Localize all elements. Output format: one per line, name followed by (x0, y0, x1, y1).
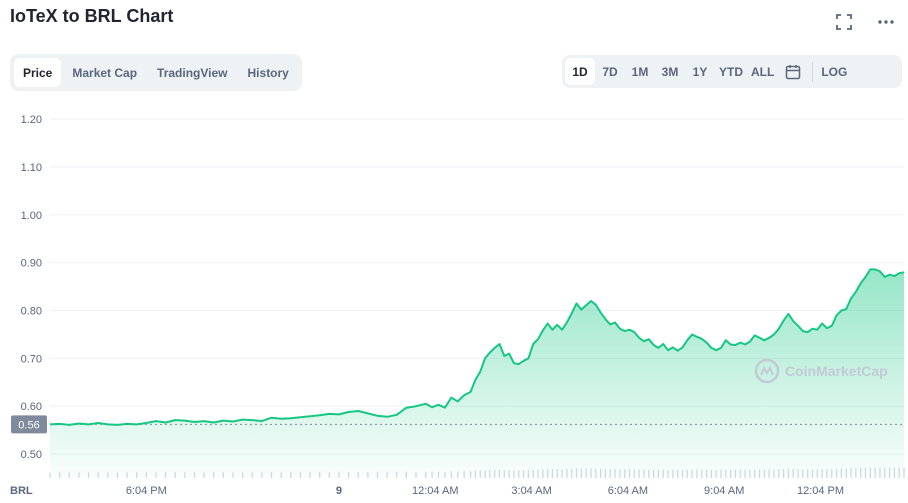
x-tick-label: 12:04 AM (412, 485, 458, 497)
current-price-badge: 0.56 (11, 415, 47, 434)
x-tick-label: 9 (336, 485, 342, 497)
y-tick-label: 1.10 (21, 162, 42, 174)
watermark: CoinMarketCap (754, 358, 888, 384)
range-1y[interactable]: 1Y (692, 64, 708, 79)
x-tick-label: 6:04 AM (608, 485, 648, 497)
tab-tradingview[interactable]: TradingView (157, 65, 228, 80)
log-scale-button[interactable]: LOG (821, 64, 848, 79)
page-title: IoTeX to BRL Chart (10, 6, 174, 26)
y-tick-label: 0.90 (21, 258, 42, 270)
range-selector: 1D 7D 1M 3M 1Y YTD ALL LOG (562, 55, 902, 88)
tab-history[interactable]: History (247, 65, 289, 80)
y-axis: 1.20 1.10 1.00 0.90 0.80 0.70 0.60 0.50 (21, 114, 42, 461)
watermark-text: CoinMarketCap (785, 363, 888, 379)
header-actions (834, 12, 896, 32)
y-tick-label: 1.20 (21, 114, 42, 126)
y-tick-label: 0.70 (21, 353, 42, 365)
range-1d[interactable]: 1D (565, 58, 595, 85)
price-line (49, 268, 905, 426)
calendar-icon[interactable] (778, 58, 808, 85)
x-tick-label: 9:04 AM (704, 485, 744, 497)
y-tick-label: 0.50 (21, 449, 42, 461)
x-tick-label: 3:04 AM (511, 485, 551, 497)
price-area (50, 269, 904, 478)
more-icon[interactable] (876, 12, 896, 32)
fullscreen-icon[interactable] (834, 12, 854, 32)
x-axis: 6:04 PM 9 12:04 AM 3:04 AM 6:04 AM 9:04 AM 12:… (126, 485, 844, 497)
coinmarketcap-logo-icon (754, 358, 780, 384)
range-3m[interactable]: 3M (661, 64, 679, 79)
currency-label: BRL (10, 485, 33, 497)
x-tick-label: 12:04 PM (797, 485, 844, 497)
chart-tabs: Price Market Cap TradingView History (10, 54, 302, 91)
range-1m[interactable]: 1M (631, 64, 649, 79)
range-divider (812, 61, 814, 82)
tab-price[interactable]: Price (14, 58, 62, 87)
range-7d[interactable]: 7D (602, 64, 618, 79)
range-all[interactable]: ALL (751, 64, 775, 79)
y-tick-label: 0.80 (21, 306, 42, 318)
current-price-badge-bg (11, 415, 47, 434)
current-price-label: 0.56 (18, 419, 39, 431)
y-tick-label: 1.00 (21, 210, 42, 222)
y-tick-label: 0.60 (21, 401, 42, 413)
tab-market-cap[interactable]: Market Cap (72, 65, 138, 80)
range-ytd[interactable]: YTD (719, 64, 743, 79)
x-tick-label: 6:04 PM (126, 485, 167, 497)
coinmarketcap-logo-mark (760, 365, 774, 376)
